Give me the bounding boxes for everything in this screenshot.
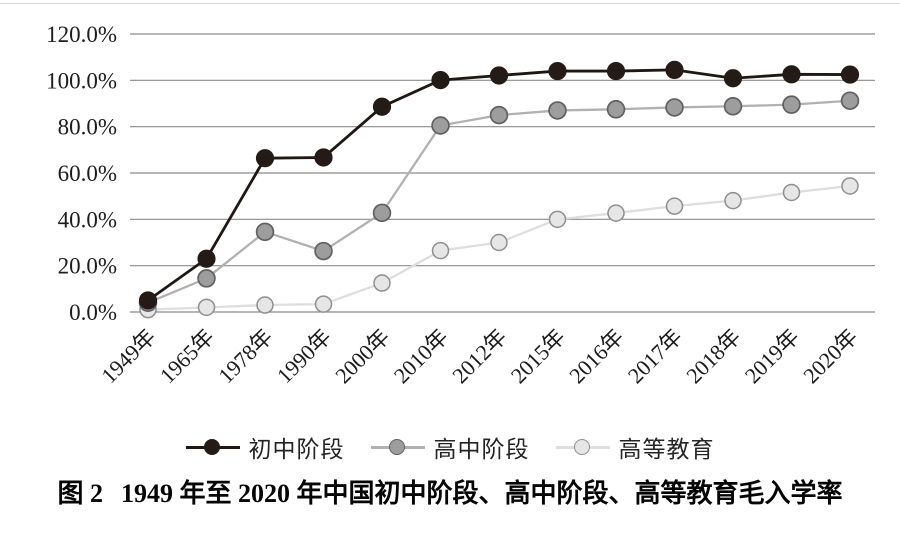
data-point-senior-secondary [197,269,216,288]
legend-item-junior-secondary: 初中阶段 [185,430,345,464]
data-point-senior-secondary [840,91,860,110]
legend-marker-higher-education-icon [555,437,610,457]
data-point-higher-education [782,183,801,202]
legend-item-higher-education: 高等教育 [555,430,715,464]
chart-legend: 初中阶段 高中阶段 高等教育 [0,430,900,464]
data-point-senior-secondary [606,100,626,119]
data-point-higher-education [724,191,742,210]
x-tick-label: 1949年 [96,324,160,388]
data-point-senior-secondary [723,97,743,116]
y-tick-label: 120.0% [46,22,117,47]
data-point-senior-secondary [255,222,275,242]
figure-caption-text: 1949 年至 2020 年中国初中阶段、高中阶段、高等教育毛入学率 [121,479,843,508]
legend-label-senior-secondary: 高中阶段 [433,437,530,462]
data-point-junior-secondary [548,61,567,81]
series-line-senior-secondary [147,99,851,304]
x-tick-label: 2016年 [564,324,628,388]
line-chart-plot-area: 0.0% 20.0% 40.0% 60.0% 80.0% 100.0% 120.0% 1949… [46,22,875,388]
x-tick-label: 2018年 [681,324,745,388]
x-tick-label: 2020年 [798,324,862,388]
x-tick-label: 1965年 [155,324,219,388]
x-tick-label: 1990年 [272,324,336,388]
data-point-junior-secondary [197,249,216,268]
y-tick-label: 80.0% [58,115,117,140]
legend-label-higher-education: 高等教育 [618,437,715,462]
data-point-junior-secondary [255,149,275,168]
y-tick-label: 60.0% [58,161,117,186]
top-border-line [0,3,900,4]
data-point-junior-secondary [606,61,626,81]
x-tick-label: 2019年 [740,324,804,388]
data-point-senior-secondary [372,203,392,223]
data-point-higher-education [373,274,391,292]
data-point-junior-secondary [314,148,333,167]
legend-item-senior-secondary: 高中阶段 [370,430,530,464]
x-tick-label: 1978年 [213,324,277,388]
data-point-higher-education [548,210,567,229]
data-point-higher-education [841,177,859,195]
y-tick-label: 0.0% [69,300,117,325]
y-tick-label: 40.0% [58,207,117,232]
data-point-senior-secondary [665,98,684,117]
legend-marker-junior-secondary-icon [185,437,240,457]
data-point-senior-secondary [314,241,333,261]
y-tick-label: 100.0% [46,68,117,93]
data-point-higher-education [256,296,274,314]
x-tick-label: 2010年 [389,324,453,388]
data-point-senior-secondary [431,116,450,135]
data-point-higher-education [490,233,508,252]
legend-label-junior-secondary: 初中阶段 [248,437,345,462]
data-point-junior-secondary [138,291,158,310]
data-point-junior-secondary [431,71,450,90]
x-tick-label: 2017年 [623,324,687,388]
x-tick-label: 2015年 [506,324,570,388]
data-point-higher-education [431,241,450,260]
data-point-junior-secondary [782,65,801,84]
data-point-junior-secondary [723,69,743,88]
figure-caption: 图 2 1949 年至 2020 年中国初中阶段、高中阶段、高等教育毛入学率 [0,473,900,510]
figure-caption-label: 图 2 [57,479,103,508]
data-point-higher-education [197,298,216,317]
data-point-junior-secondary [665,60,684,80]
x-tick-label: 2012年 [447,324,511,388]
data-point-junior-secondary [840,65,860,84]
data-point-senior-secondary [548,101,567,120]
data-point-higher-education [314,295,333,313]
data-point-senior-secondary [489,105,509,125]
data-point-higher-education [665,197,684,215]
data-point-higher-education [607,204,625,222]
data-point-senior-secondary [782,95,801,114]
data-point-junior-secondary [372,97,392,116]
x-tick-label: 2000年 [330,324,394,388]
data-point-junior-secondary [489,66,509,85]
legend-marker-senior-secondary-icon [370,437,425,457]
y-tick-label: 20.0% [58,254,117,279]
